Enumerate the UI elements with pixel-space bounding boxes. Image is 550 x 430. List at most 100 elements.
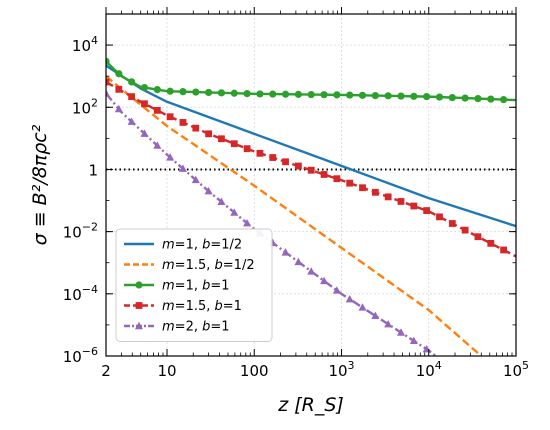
series-4-marker [166, 113, 174, 121]
series-3-marker [243, 90, 251, 98]
series-4-marker [448, 220, 456, 227]
tick-layer: 2 10 100 103 104 105 10−6 10−4 10−2 1 102 104 [63, 7, 529, 380]
series-5-marker [294, 257, 303, 266]
series-3-marker [230, 89, 238, 97]
series-3-marker [333, 91, 341, 99]
series-4-marker [423, 207, 431, 214]
y-tick-label: 10−4 [63, 283, 98, 304]
frame-layer [105, 13, 517, 357]
series-3-marker [192, 88, 200, 96]
y-tick-label: 10−2 [63, 221, 98, 242]
series-4-marker [153, 106, 161, 114]
series-4-marker [436, 213, 443, 221]
series-3-marker [205, 88, 213, 97]
series-3-marker [307, 90, 315, 99]
series-5-marker [243, 219, 252, 227]
series-3-marker [153, 86, 161, 94]
series-4-marker [397, 198, 405, 205]
legend-label-1: m=1, b=1/2 [162, 238, 242, 253]
y-tick-label: 10−6 [63, 345, 98, 366]
series-line-2 [106, 75, 483, 356]
series-4-marker [106, 78, 110, 86]
series-3-marker [346, 91, 354, 99]
series-3-marker [397, 92, 405, 100]
series-4-marker [115, 85, 123, 93]
plot-frame [105, 13, 517, 357]
series-4-marker [282, 158, 289, 166]
series-4-marker [371, 188, 379, 196]
series-3-marker [179, 88, 187, 96]
series-4-marker [333, 175, 341, 183]
series-4-marker [218, 135, 225, 143]
legend: m=1, b=1/2 m=1.5, b=1/2 m=1, b=1 m=1.5, b=1… [115, 228, 273, 342]
x-tick-label: 104 [416, 359, 442, 380]
series-4-marker [243, 145, 251, 153]
series-3-marker [217, 89, 226, 97]
series-5-marker [409, 336, 418, 345]
legend-label-3: m=1, b=1 [162, 279, 230, 294]
series-4-marker [474, 233, 482, 241]
series-line-4 [106, 80, 516, 258]
series-3-marker [115, 70, 123, 78]
series-5-marker [178, 164, 187, 172]
x-tick-label: 100 [240, 362, 269, 380]
legend-label-4: m=1.5, b=1 [162, 299, 242, 314]
x-tick-label: 105 [503, 359, 529, 380]
series-3-marker [166, 87, 174, 95]
series-4-marker [179, 119, 187, 126]
series-4-marker [141, 100, 148, 108]
series-3-marker [140, 83, 149, 92]
series-3-marker [435, 93, 444, 101]
series-4-marker [384, 193, 392, 201]
series-5-marker [320, 276, 329, 285]
series-3-marker [410, 92, 418, 100]
x-tick-label: 103 [328, 359, 354, 380]
series-5-marker [153, 141, 162, 149]
series-5-marker [371, 311, 380, 320]
series-3-marker [487, 95, 495, 103]
series-5-marker [397, 328, 406, 336]
series-5-marker [114, 104, 123, 113]
x-axis-label: z [R_S] [277, 394, 344, 416]
series-5-marker [140, 129, 149, 137]
series-3-marker [281, 90, 290, 98]
legend-marker-5 [135, 321, 143, 330]
series-3-marker [128, 78, 136, 86]
series-5-marker [332, 286, 341, 294]
y-tick-label: 102 [72, 96, 98, 117]
series-5-marker [345, 294, 354, 303]
series-3-marker [448, 93, 456, 102]
series-5-marker [106, 89, 110, 97]
series-3-marker [371, 91, 379, 100]
series-3-marker [384, 92, 392, 100]
series-4-marker [205, 130, 213, 138]
series-5-marker [384, 319, 393, 328]
series-3-marker [474, 94, 482, 103]
series-5-marker [307, 267, 316, 275]
series-4-marker [192, 124, 200, 132]
series-3-marker [500, 96, 508, 104]
series-3-marker [269, 90, 277, 98]
series-4-marker [461, 226, 469, 234]
series-3-marker [294, 90, 302, 98]
series-5-marker [281, 248, 290, 256]
legend-label-5: m=2, b=1 [162, 320, 230, 335]
series-4-marker [320, 171, 328, 178]
series-5-marker [127, 117, 136, 125]
legend-marker-3 [135, 281, 143, 289]
series-line-1 [106, 64, 516, 228]
series-4-marker [269, 154, 277, 161]
series-5-marker [358, 303, 367, 311]
series-layer [106, 57, 516, 356]
series-4-marker [500, 246, 508, 254]
series-3-marker [320, 91, 328, 99]
series-5-marker [166, 153, 175, 161]
series-4-marker [346, 179, 354, 187]
series-4-marker [359, 184, 366, 192]
y-tick-label: 1 [88, 161, 98, 179]
y-tick-label: 104 [72, 34, 98, 55]
series-4-marker [410, 202, 418, 210]
legend-label-2: m=1.5, b=1/2 [162, 258, 255, 273]
series-4-marker [128, 93, 136, 101]
